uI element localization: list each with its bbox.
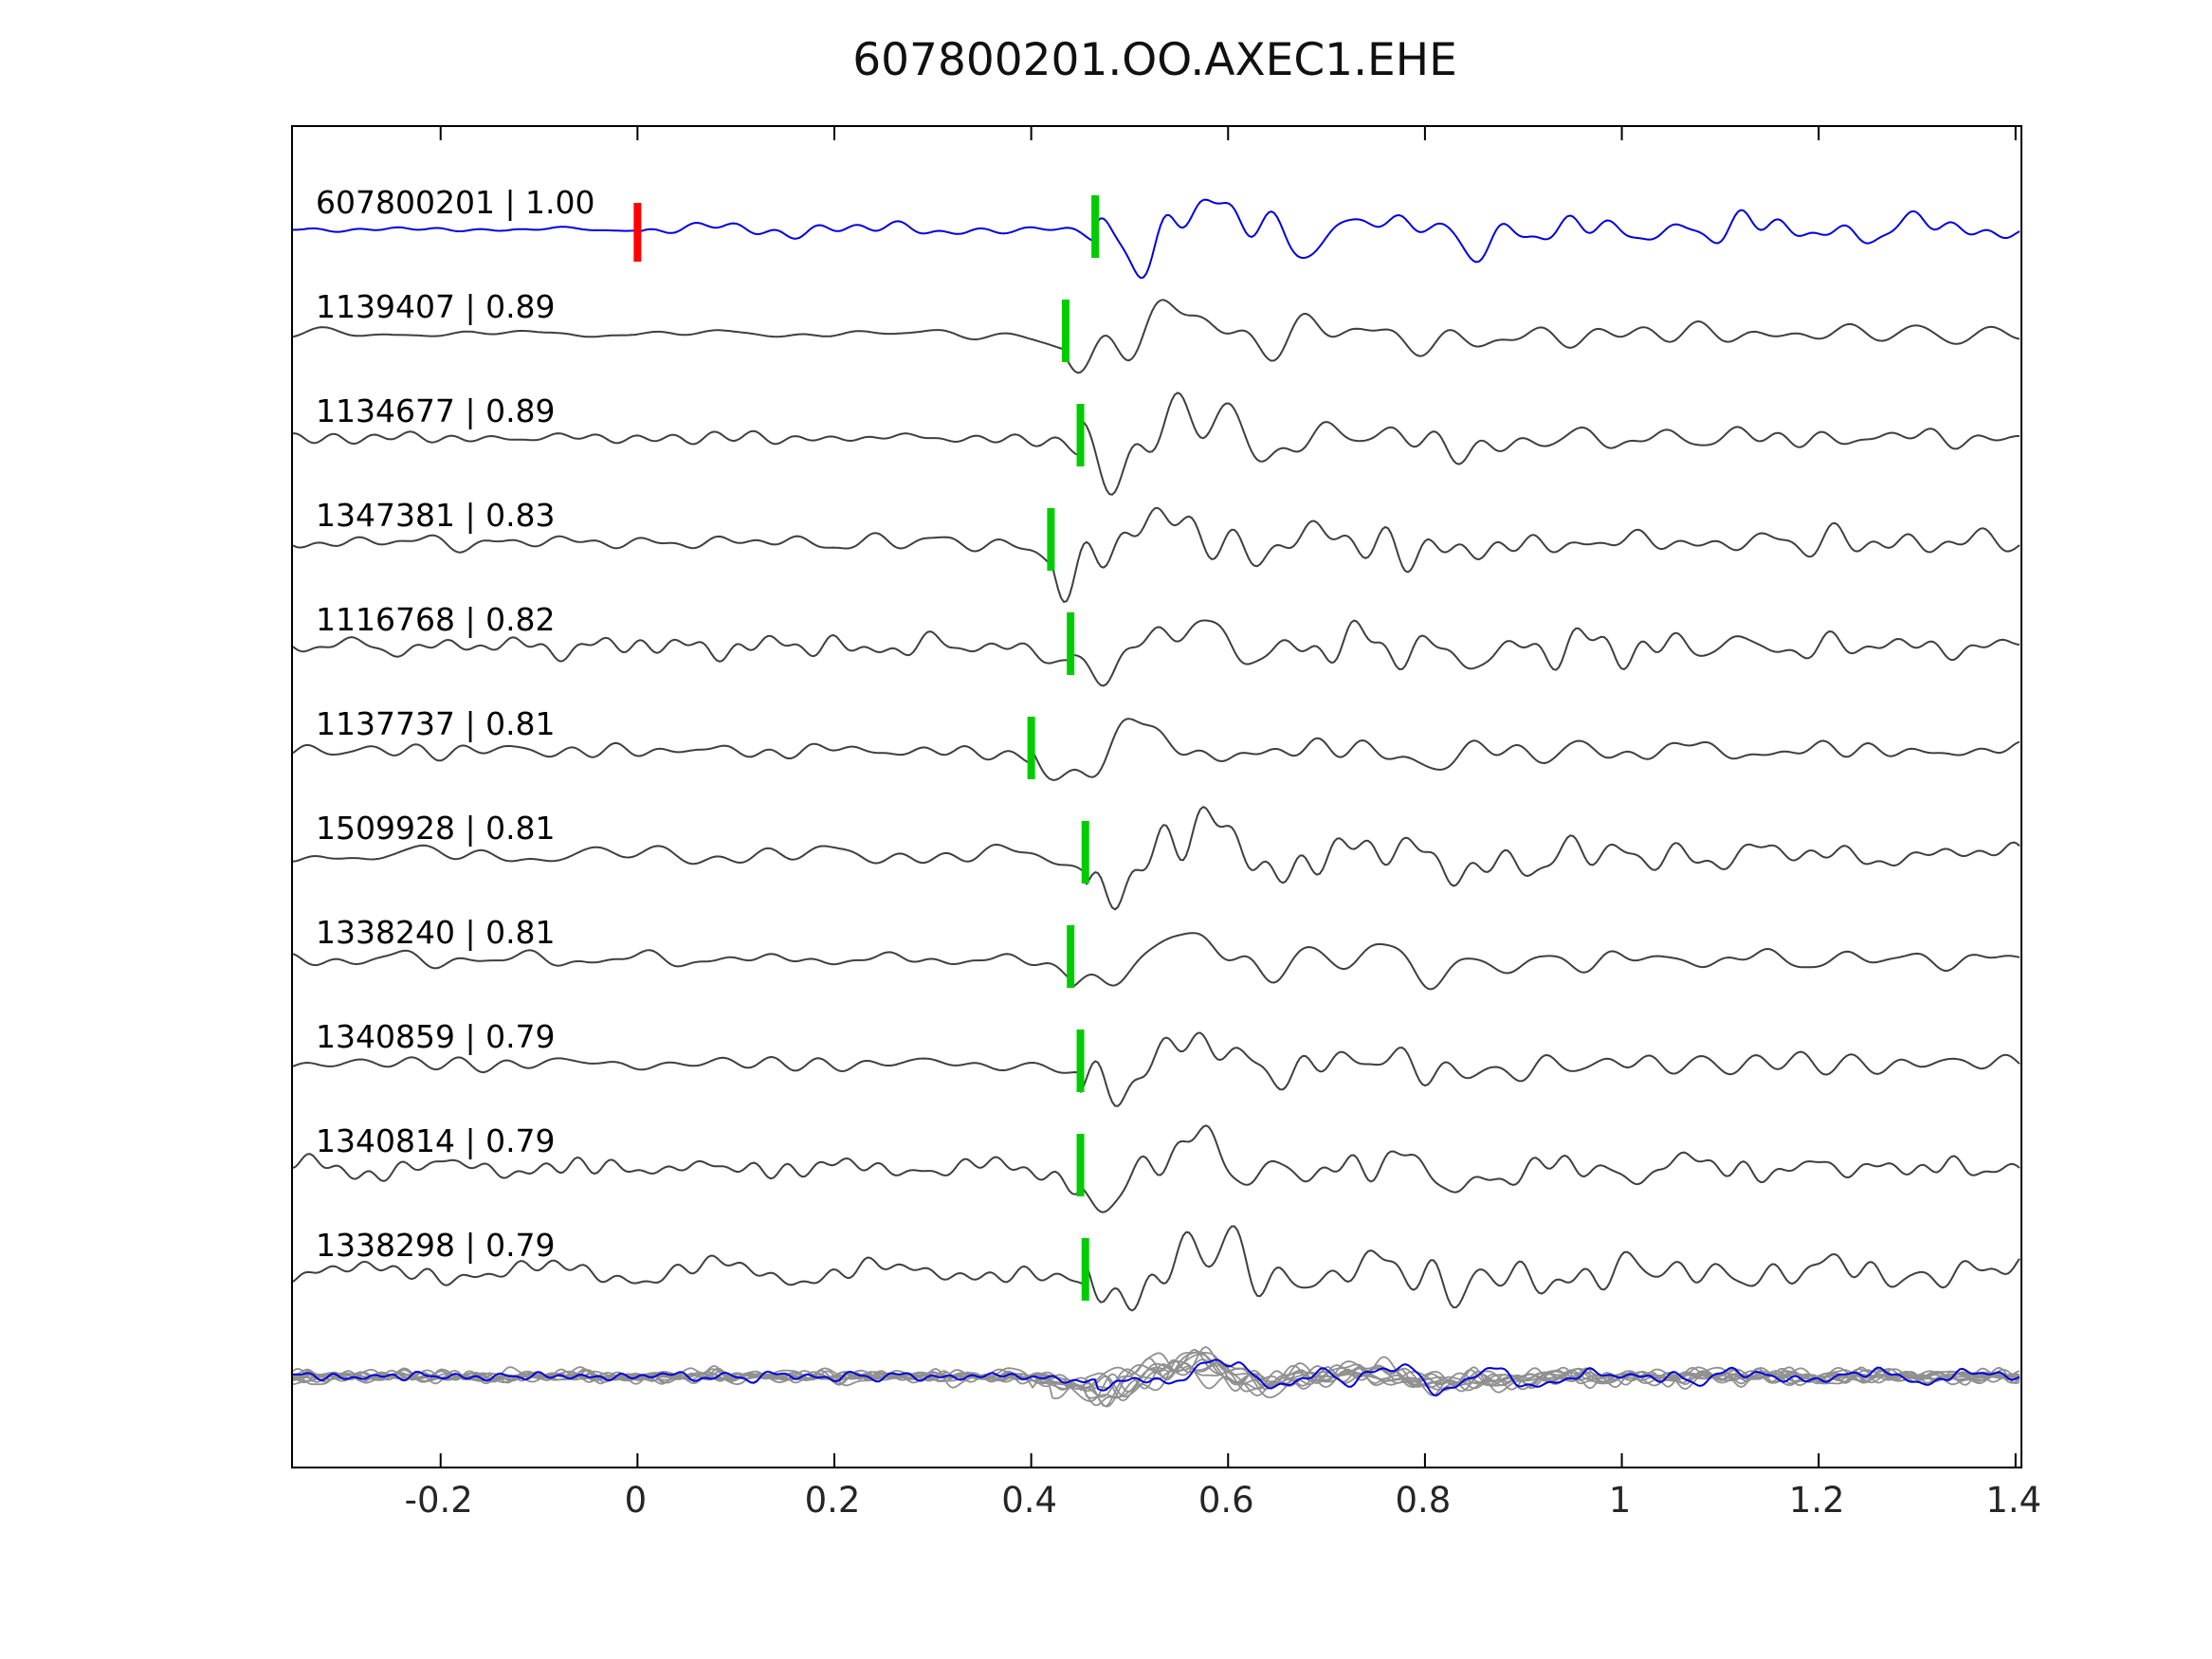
waveform-trace: [293, 1031, 2020, 1107]
waveform-trace: [293, 506, 2020, 603]
trace-label: 1509928 | 0.81: [316, 810, 556, 847]
trace-label: 1338298 | 0.79: [316, 1227, 556, 1264]
waveform-trace: [293, 299, 2020, 374]
x-tick-label: 0: [624, 1480, 648, 1521]
x-tick-label: 0.4: [1001, 1480, 1058, 1521]
x-tick-label: 0.6: [1197, 1480, 1254, 1521]
waveform-canvas: [293, 127, 2020, 1467]
pick-marker: [1067, 925, 1075, 988]
pick-marker: [1027, 717, 1035, 779]
pick-marker: [1081, 1238, 1089, 1301]
waveform-trace: [293, 718, 2020, 781]
trace-label: 1134677 | 0.89: [316, 392, 556, 429]
reference-pick-marker: [633, 203, 642, 262]
x-tick-label: 1.4: [1985, 1480, 2042, 1521]
waveform-trace: [293, 392, 2020, 496]
trace-label: 607800201 | 1.00: [316, 184, 595, 221]
waveform-trace: [293, 932, 2020, 991]
pick-marker: [1061, 300, 1069, 362]
pick-marker: [1076, 404, 1085, 466]
x-tick-label: 0.8: [1395, 1480, 1452, 1521]
x-tick-label: 1: [1608, 1480, 1632, 1521]
trace-label: 1137737 | 0.81: [316, 705, 556, 742]
x-tick-label: 1.2: [1788, 1480, 1845, 1521]
pick-marker: [1067, 612, 1075, 675]
pick-marker: [1091, 195, 1100, 258]
pick-marker: [1081, 821, 1089, 884]
plot-title: 607800201.OO.AXEC1.EHE: [852, 34, 1457, 86]
trace-label: 1116768 | 0.82: [316, 601, 556, 638]
pick-marker: [1076, 1030, 1085, 1092]
waveform-trace: [293, 1346, 2020, 1399]
waveform-trace: [293, 1225, 2020, 1312]
waveform-trace: [293, 619, 2020, 687]
pick-marker: [1076, 1134, 1085, 1196]
waveform-trace: [293, 198, 2020, 280]
waveform-trace: [293, 1353, 2020, 1402]
waveform-trace: [293, 1124, 2020, 1213]
x-tick-label: 0.2: [804, 1480, 861, 1521]
trace-label: 1340859 | 0.79: [316, 1018, 556, 1055]
trace-label: 1139407 | 0.89: [316, 288, 556, 325]
waveform-trace: [293, 806, 2020, 911]
pick-marker: [1047, 508, 1055, 571]
plot-area: [291, 125, 2022, 1468]
trace-label: 1338240 | 0.81: [316, 914, 556, 951]
x-tick-label: -0.2: [404, 1480, 473, 1521]
trace-label: 1347381 | 0.83: [316, 497, 556, 534]
trace-label: 1340814 | 0.79: [316, 1122, 556, 1159]
waveform-trace: [293, 1358, 2020, 1397]
waveform-trace: [293, 1358, 2020, 1408]
